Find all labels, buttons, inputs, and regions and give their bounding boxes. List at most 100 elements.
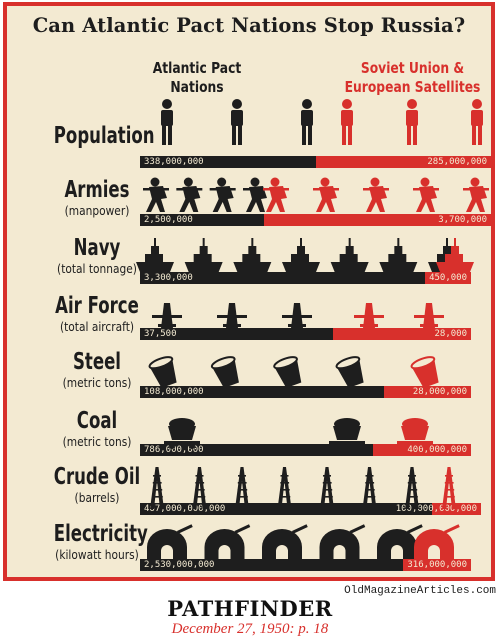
soviet-segment (333, 328, 471, 340)
coal-car-icon (397, 418, 433, 449)
soviet-segment (373, 444, 471, 456)
person-icon (161, 99, 173, 145)
atlantic-segment (140, 272, 425, 284)
category-name: Navy (73, 235, 121, 261)
row-armies-label: Armies (manpower) (37, 177, 157, 219)
ship-icon (282, 238, 320, 272)
plane-icon (217, 303, 247, 328)
oil-derrick-icon (235, 467, 249, 509)
soviet-segment (264, 214, 491, 226)
oil-derrick-icon (192, 467, 207, 509)
category-unit: (total tonnage) (57, 261, 137, 276)
atlantic-value: 37,500 (144, 329, 177, 339)
soviet-value: 450,000 (429, 273, 467, 283)
crucible-icon (410, 356, 439, 389)
soviet-value: 3,700,000 (438, 215, 487, 225)
row-crude-oil-label: Crude Oil (barrels) (37, 464, 157, 506)
atlantic-value: 786,000,000 (144, 445, 204, 455)
soviet-segment (425, 272, 471, 284)
generator-icon (204, 524, 251, 559)
population-bar: 338,000,000 285,000,000 (140, 156, 491, 168)
soldier-icon (243, 177, 269, 212)
ship-icon (436, 238, 474, 272)
atlantic-segment (140, 328, 333, 340)
person-icon (406, 99, 418, 145)
atlantic-segment (140, 559, 403, 571)
person-icon (231, 99, 243, 145)
soldier-icon (263, 177, 289, 212)
oil-derrick-icon (150, 467, 164, 509)
generator-icon (319, 524, 366, 559)
ship-icon (233, 238, 272, 272)
category-name: Armies (64, 177, 130, 203)
ship-icon (184, 238, 223, 272)
atlantic-value: 108,000,000 (144, 387, 204, 397)
soviet-value: 285,000,000 (427, 157, 487, 167)
oil-derrick-icon (405, 467, 419, 509)
soviet-column-heading: Soviet Union & European Satellites (344, 59, 481, 96)
soviet-value: 100,000,000,000 (395, 504, 477, 514)
coal-bar: 786,000,000 400,000,000 (140, 444, 471, 456)
air-force-bar: 37,500 28,000 (140, 328, 471, 340)
coal-car-icon (164, 418, 200, 449)
category-name: Air Force (55, 293, 139, 319)
category-unit: (metric tons) (62, 375, 132, 390)
poster-title: Can Atlantic Pact Nations Stop Russia? (32, 14, 466, 37)
generator-icon (147, 524, 193, 559)
atlantic-value: 467,000,000,000 (144, 504, 226, 514)
oil-derrick-icon (442, 467, 456, 509)
issue-date: December 27, 1950: p. 18 (171, 621, 329, 637)
plane-icon (152, 303, 182, 328)
ship-icon (379, 238, 418, 272)
pictograph-layer (136, 99, 489, 559)
coal-car-icon (329, 418, 365, 449)
oil-derrick-icon (362, 467, 377, 509)
atlantic-value: 2,500,000 (144, 215, 193, 225)
atlantic-value-electricity: 2,530,000,000 (144, 560, 215, 570)
oil-derrick-icon (320, 467, 334, 509)
soldier-icon (313, 177, 339, 212)
soldier-icon (176, 177, 203, 212)
atlantic-value: 3,300,000 (144, 273, 193, 283)
atlantic-segment (140, 156, 316, 168)
person-icon (341, 99, 353, 145)
soviet-segment (384, 386, 471, 398)
ship-icon (330, 238, 369, 272)
category-name: Population (53, 123, 155, 149)
soviet-value: 400,000,000 (407, 445, 467, 455)
category-unit: (barrels) (74, 490, 120, 505)
person-icon (301, 99, 313, 145)
soviet-segment (403, 559, 471, 571)
atlantic-segment (140, 503, 432, 515)
row-electricity-label: Electricity (kilowatt hours) (37, 522, 157, 563)
electricity-bar: 2,530,000,000 316,000,000 (140, 559, 471, 571)
category-unit: (kilowatt hours) (55, 547, 139, 562)
generator-icon (414, 524, 460, 559)
plane-icon (282, 303, 312, 328)
armies-bar: 2,500,000 3,700,000 (140, 214, 491, 226)
category-name: Steel (73, 349, 121, 375)
row-air-force-label: Air Force (total aircraft) (37, 293, 157, 335)
plane-icon (354, 303, 384, 328)
soviet-value: 28,000,000 (412, 387, 467, 397)
oil-derrick-icon (277, 467, 292, 509)
generator-icon (262, 524, 308, 559)
soviet-segment (316, 156, 491, 168)
soviet-value: 316,000,000 (407, 560, 467, 570)
category-name: Coal (76, 408, 118, 434)
atlantic-segment (140, 386, 384, 398)
crucible-icon (210, 356, 239, 389)
soldier-icon (209, 177, 236, 212)
atlantic-column-heading: Atlantic Pact Nations (152, 59, 242, 96)
category-name: Crude Oil (53, 464, 141, 490)
infographic-poster: Can Atlantic Pact Nations Stop Russia? A… (3, 2, 495, 581)
generator-icon (377, 524, 423, 559)
atlantic-value: 338,000,000 (144, 157, 204, 167)
navy-bar: 3,300,000 450,000 (140, 272, 471, 284)
soldier-icon (363, 177, 389, 212)
row-population-label: Population (37, 124, 157, 149)
person-icon (471, 99, 483, 145)
row-navy-label: Navy (total tonnage) (37, 235, 157, 277)
ship-icon (136, 238, 174, 272)
plane-icon (414, 303, 444, 328)
